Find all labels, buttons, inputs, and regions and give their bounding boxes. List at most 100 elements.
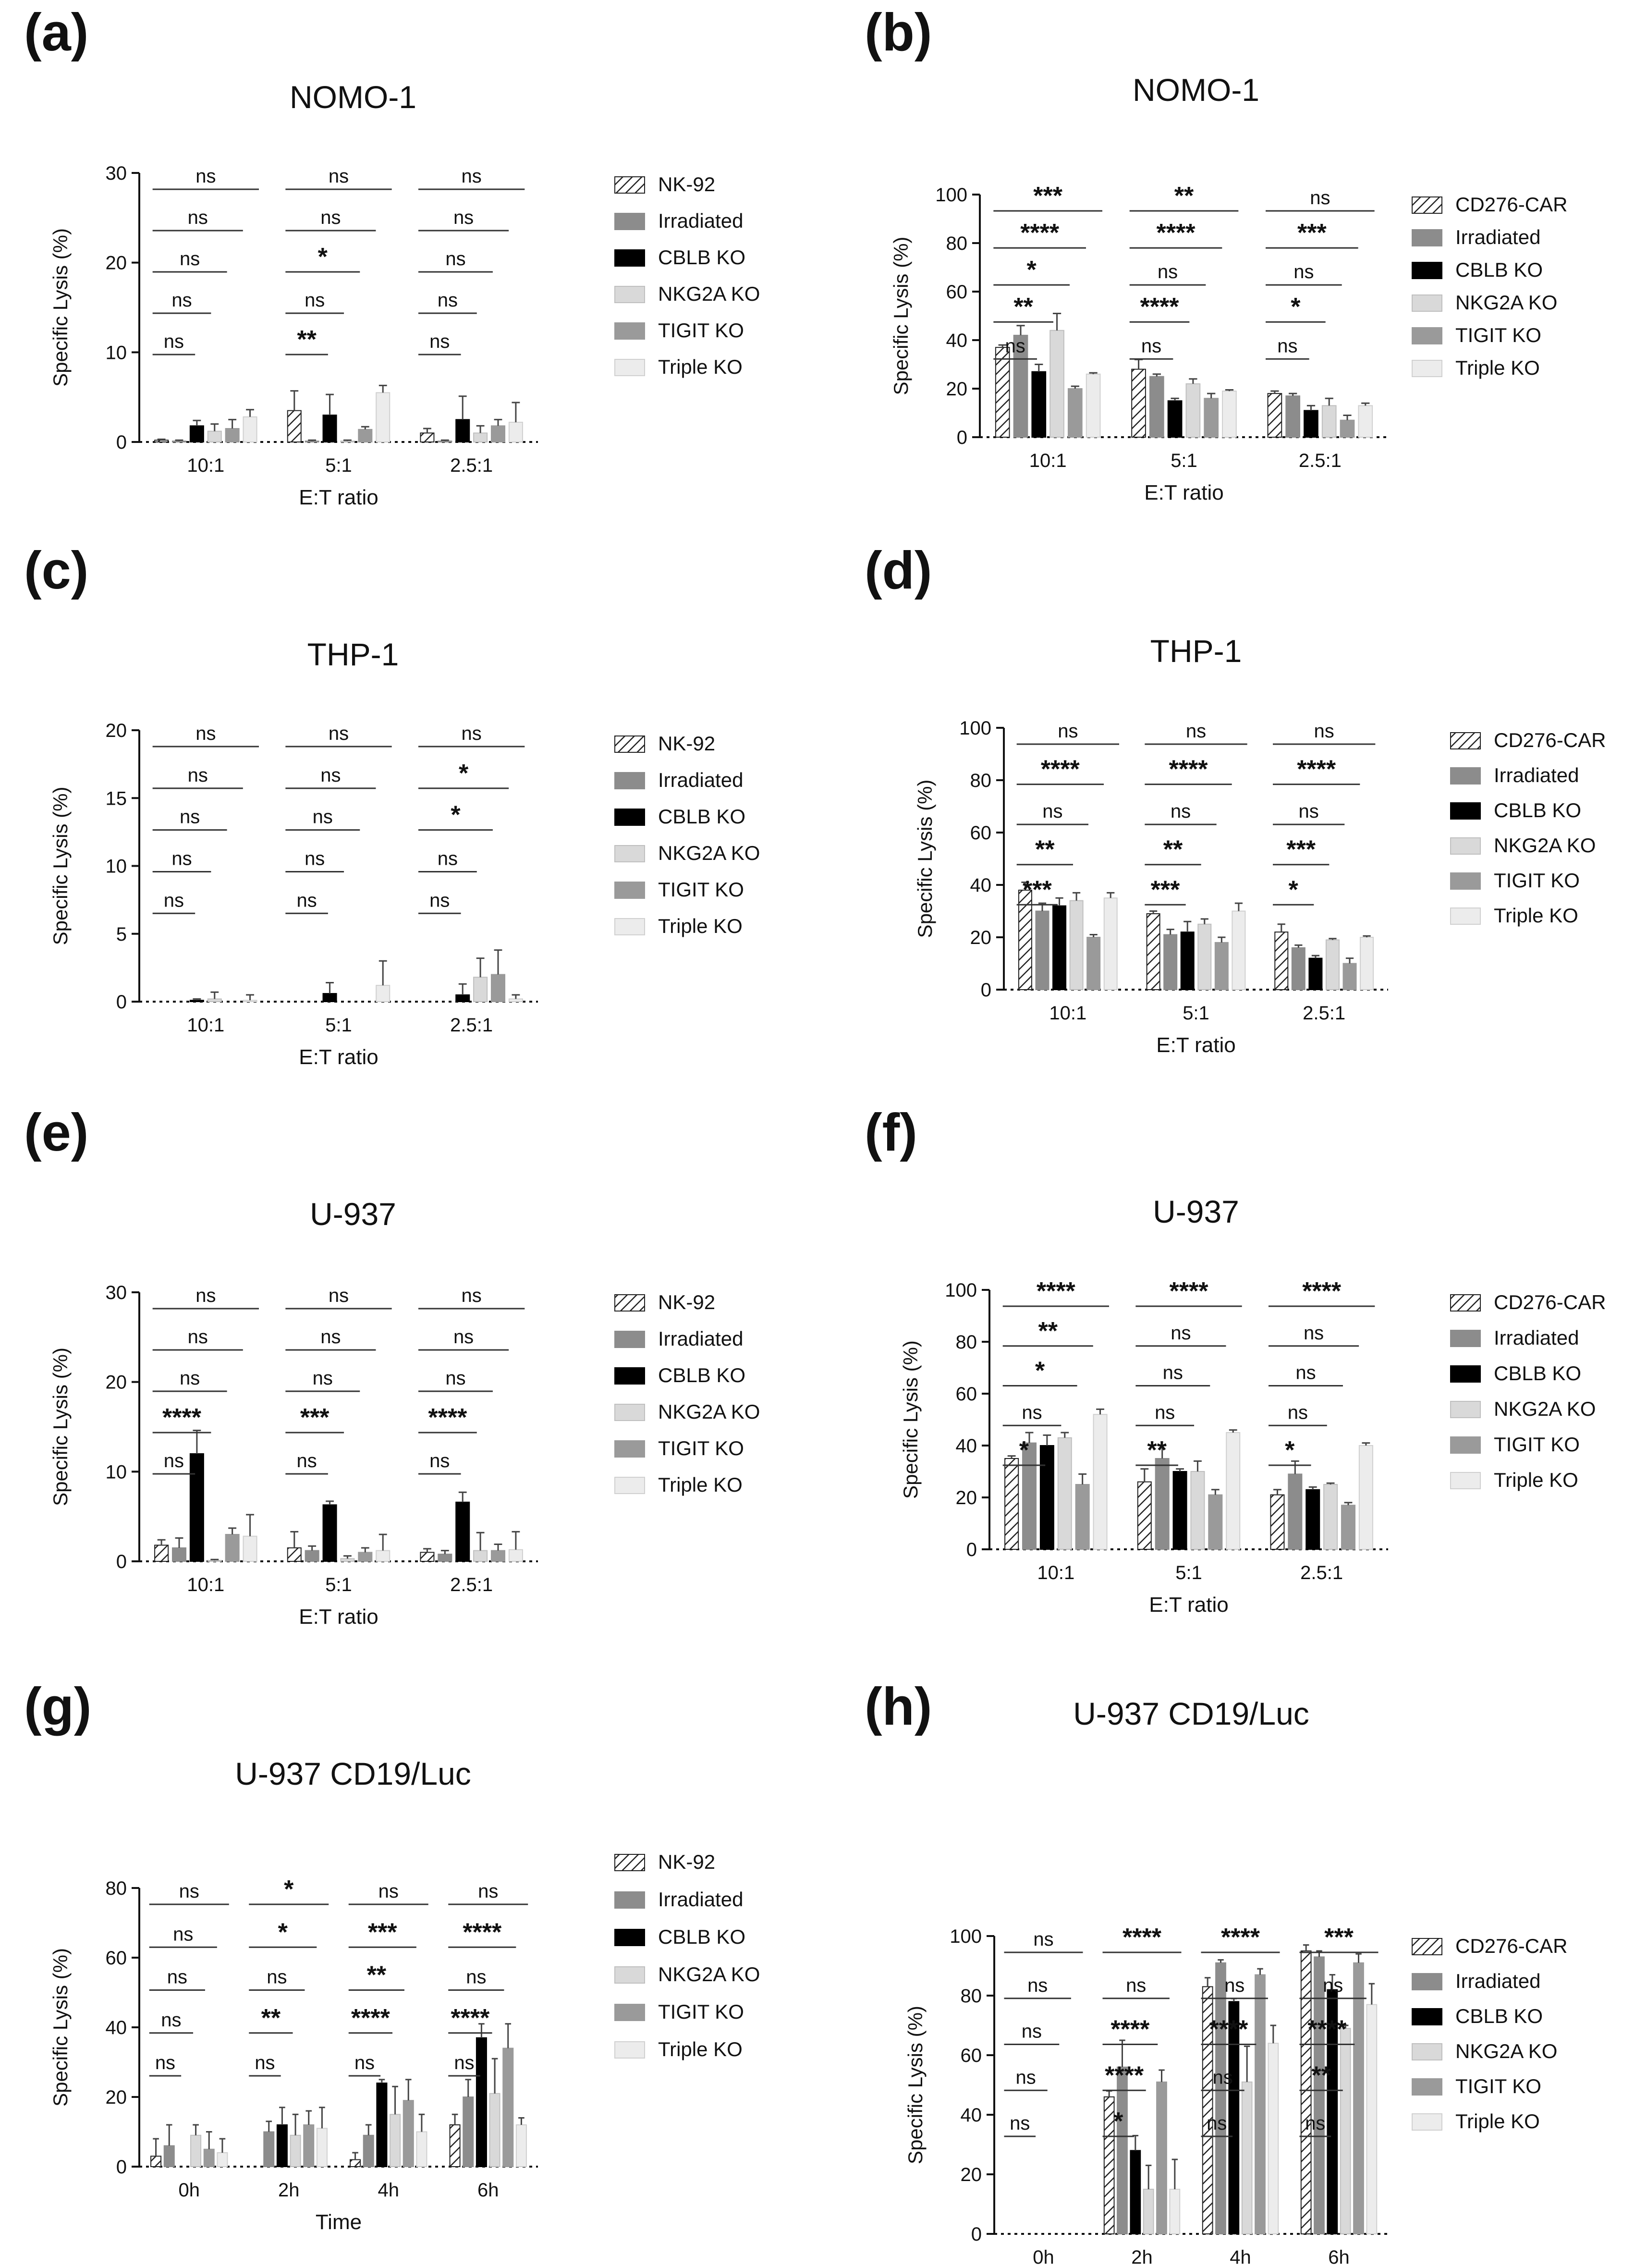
bar <box>243 1535 257 1562</box>
legend-swatch <box>1450 1365 1481 1383</box>
legend-label: TIGIT KO <box>1494 1433 1580 1456</box>
significance-label: * <box>451 801 461 829</box>
bar <box>1197 923 1212 990</box>
significance-label: ns <box>305 848 325 869</box>
legend-swatch <box>1412 2008 1442 2025</box>
legend-label: Triple KO <box>1455 356 1540 379</box>
legend-label: TIGIT KO <box>658 319 744 342</box>
significance-label: **** <box>1020 219 1060 247</box>
x-tick-label: 2.5:1 <box>1300 1562 1343 1583</box>
legend-swatch <box>614 176 645 194</box>
significance-label: ns <box>1314 721 1334 742</box>
bar <box>1117 2066 1128 2234</box>
significance-label: ns <box>462 166 482 187</box>
legend-label: CBLB KO <box>658 805 745 828</box>
y-tick-label: 0 <box>116 432 127 453</box>
significance-label: *** <box>1151 876 1180 904</box>
y-tick-label: 10 <box>106 342 127 363</box>
significance-label: * <box>1113 2108 1123 2135</box>
significance-label: ns <box>1305 2113 1325 2134</box>
x-axis-label: E:T ratio <box>1156 1033 1235 1057</box>
significance-label: ** <box>1174 182 1194 210</box>
bar <box>1180 932 1195 990</box>
bar <box>463 2096 474 2167</box>
significance-label: ns <box>1186 721 1206 742</box>
chart-panel: (f) U-937 0 20 40 60 80 100 Specific Lysis (%) 10… <box>865 1103 1606 1617</box>
panel-label: (d) <box>865 541 932 600</box>
bar <box>225 1534 240 1562</box>
y-tick-label: 100 <box>959 718 991 739</box>
bar <box>322 993 337 1003</box>
legend-label: CBLB KO <box>1455 258 1543 281</box>
y-tick-label: 40 <box>946 330 968 351</box>
bar <box>363 2134 374 2167</box>
significance-label: ns <box>329 1285 349 1306</box>
x-tick-label: 0h <box>179 2180 200 2201</box>
y-tick-label: 10 <box>106 856 127 877</box>
bar <box>276 2124 288 2167</box>
x-axis-label: E:T ratio <box>299 486 378 509</box>
x-tick-label: 2.5:1 <box>450 1015 493 1036</box>
legend-swatch <box>614 772 645 789</box>
significance-label: ns <box>1022 1402 1042 1423</box>
significance-label: ns <box>296 1450 317 1471</box>
significance-label: * <box>1019 1436 1029 1464</box>
bar <box>473 432 488 442</box>
bar <box>225 428 240 442</box>
y-axis-label: Specific Lysis (%) <box>899 1340 922 1499</box>
legend-swatch <box>1412 360 1442 377</box>
chart-panel: (h) U-937 CD19/Luc 0 20 40 60 80 100 Specific Ly… <box>865 1677 1567 2268</box>
x-tick-label: 6h <box>477 2180 499 2201</box>
bar <box>1321 405 1337 438</box>
significance-label: ns <box>1005 335 1025 356</box>
bar <box>1204 398 1219 438</box>
significance-label: ns <box>1304 1323 1324 1344</box>
bar <box>390 2114 401 2167</box>
y-tick-label: 20 <box>961 2164 982 2185</box>
significance-label: ns <box>180 1368 200 1389</box>
bar <box>995 347 1010 438</box>
bar <box>287 410 302 443</box>
legend-label: NK-92 <box>658 173 715 196</box>
bar <box>1143 2189 1154 2234</box>
legend-label: Triple KO <box>658 356 743 378</box>
bar <box>243 416 257 443</box>
y-tick-label: 100 <box>935 184 967 206</box>
bar <box>1031 371 1047 438</box>
significance-label: **** <box>1037 1277 1076 1305</box>
x-tick-label: 2h <box>278 2180 300 2201</box>
y-tick-label: 30 <box>106 163 127 184</box>
significance-label: * <box>1027 256 1037 284</box>
significance-label: ns <box>1224 1975 1245 1996</box>
y-tick-label: 40 <box>961 2105 982 2126</box>
bar <box>1022 1442 1037 1550</box>
significance-label: ns <box>445 1368 465 1389</box>
significance-label: ns <box>429 1450 450 1471</box>
bar <box>217 2152 228 2167</box>
significance-label: ns <box>167 1967 187 1988</box>
bar <box>1340 419 1355 438</box>
legend-swatch <box>1450 907 1481 925</box>
bar <box>502 2047 514 2167</box>
significance-label: ns <box>164 1450 184 1471</box>
panel-label: (c) <box>24 541 88 600</box>
bar <box>1215 1962 1226 2235</box>
significance-label: ns <box>454 2052 474 2073</box>
significance-label: ns <box>164 331 184 352</box>
legend-label: NK-92 <box>658 1291 715 1313</box>
chart-panel: (a) NOMO-1 0 10 20 30 Specific Lysis (%) 10:1 5:… <box>24 3 760 509</box>
y-tick-label: 60 <box>956 1384 977 1405</box>
significance-label: **** <box>1307 2016 1347 2044</box>
significance-label: *** <box>368 1918 397 1946</box>
legend-label: CBLB KO <box>1494 799 1581 821</box>
y-tick-label: 40 <box>106 2017 127 2038</box>
y-tick-label: 40 <box>956 1435 977 1457</box>
bar <box>1304 410 1318 438</box>
bar <box>1163 934 1178 991</box>
bar <box>416 2131 427 2167</box>
legend-swatch <box>614 359 645 376</box>
y-axis-label: Specific Lysis (%) <box>914 780 936 938</box>
bar <box>376 392 390 442</box>
bar <box>1169 2189 1181 2234</box>
bar <box>322 415 337 442</box>
